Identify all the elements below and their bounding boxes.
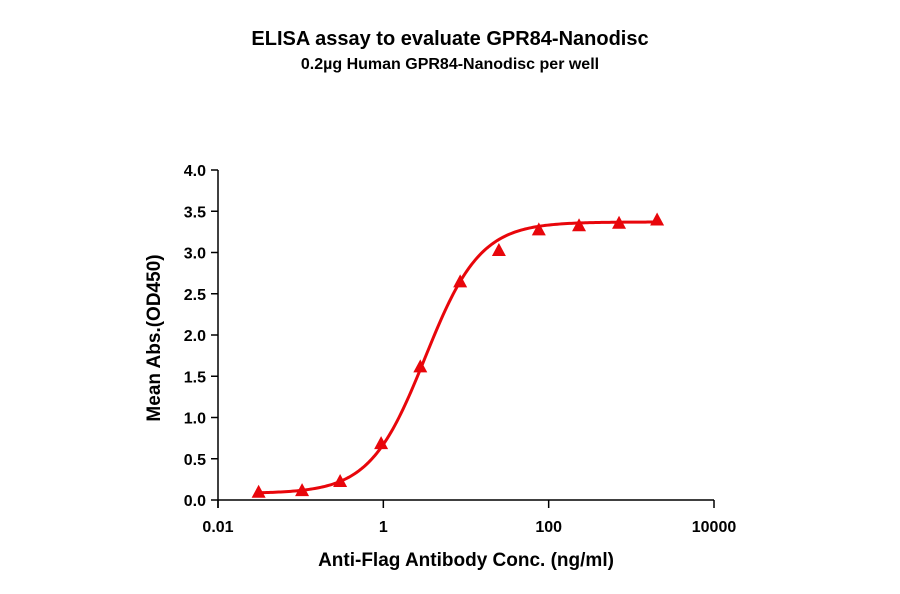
y-tick-label: 3.5 xyxy=(184,204,206,221)
data-points xyxy=(251,212,665,498)
triangle-marker xyxy=(333,474,348,488)
triangle-marker xyxy=(531,222,546,236)
triangle-marker xyxy=(491,243,506,257)
y-tick-label: 1.0 xyxy=(184,411,206,428)
fit-curve-line xyxy=(258,220,660,495)
triangle-marker xyxy=(295,483,310,497)
triangle-marker xyxy=(612,215,627,229)
axes: 0.0 0.5 1.0 1.5 2.0 2.5 3.0 3.5 4.0 0.01 1 100 10000 xyxy=(184,163,737,536)
y-tick-label: 4.0 xyxy=(184,163,206,180)
triangle-marker xyxy=(453,274,468,288)
x-tick-label: 0.01 xyxy=(202,519,233,536)
triangle-marker xyxy=(650,212,665,226)
triangle-marker xyxy=(413,359,428,373)
triangle-marker xyxy=(251,484,266,498)
x-axis-title: Anti-Flag Antibody Conc. (ng/ml) xyxy=(318,550,614,571)
x-tick-label: 1 xyxy=(379,519,388,536)
y-tick-label: 2.0 xyxy=(184,328,206,345)
x-tick-label: 10000 xyxy=(692,519,737,536)
y-axis-title: Mean Abs.(OD450) xyxy=(144,254,165,421)
x-tick-label: 100 xyxy=(535,519,562,536)
triangle-marker xyxy=(374,436,389,450)
chart-title: ELISA assay to evaluate GPR84-Nanodisc xyxy=(251,28,649,50)
y-tick-label: 3.0 xyxy=(184,246,206,263)
fit-curve xyxy=(258,220,660,495)
y-tick-label: 0.0 xyxy=(184,493,206,510)
y-tick-label: 1.5 xyxy=(184,369,206,386)
y-tick-label: 0.5 xyxy=(184,452,206,469)
triangle-marker xyxy=(572,218,587,232)
chart-subtitle: 0.2µg Human GPR84-Nanodisc per well xyxy=(300,56,600,73)
y-tick-label: 2.5 xyxy=(184,287,206,304)
